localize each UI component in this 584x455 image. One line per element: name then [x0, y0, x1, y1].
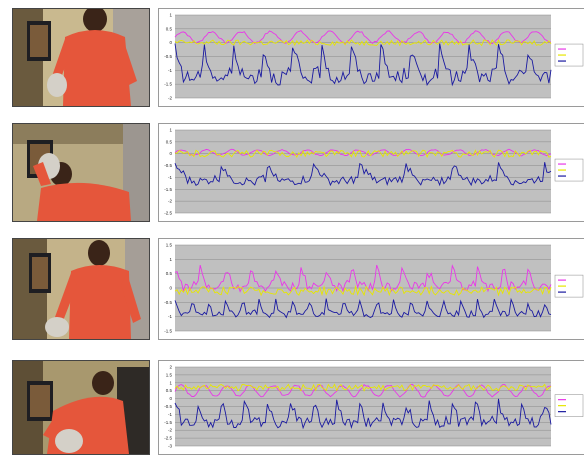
series-line: [174, 383, 552, 398]
series-line: [174, 297, 552, 319]
line-chart-2: 1 0.5 0 -0.5 -1 -1.5 -2 -2.5: [164, 128, 584, 216]
exercise-photo-3: [12, 238, 150, 340]
y-tick-label: -1.5: [164, 82, 172, 87]
y-tick-label: 0: [169, 40, 172, 45]
exercise-photo-1: [12, 8, 150, 107]
chart-panel-1: 1 0.5 0 -0.5 -1 -1.5 -2: [158, 8, 584, 107]
series-line: [174, 383, 552, 392]
y-tick-label: 1: [169, 257, 172, 262]
y-tick-label: 1: [169, 13, 172, 18]
line-chart-1: 1 0.5 0 -0.5 -1 -1.5 -2: [164, 13, 584, 101]
y-tick-label: -1: [168, 314, 172, 319]
y-tick-label: -0.5: [164, 300, 172, 305]
series-line: [174, 148, 552, 157]
line-chart-3: 1.5 1 0.5 0 -0.5 -1 -1.5: [164, 243, 584, 334]
y-tick-label: -0.5: [164, 54, 172, 59]
series-line: [174, 43, 552, 87]
y-tick-label: 1: [169, 128, 172, 133]
exercise-photo-4: [12, 360, 150, 455]
y-tick-label: -2: [168, 199, 172, 204]
y-tick-label: -0.5: [164, 404, 172, 409]
y-tick-label: -1.5: [164, 187, 172, 192]
chart-panel-2: 1 0.5 0 -0.5 -1 -1.5 -2 -2.5: [158, 123, 584, 222]
y-tick-label: -1: [168, 412, 172, 417]
y-tick-label: 0.5: [166, 139, 173, 144]
y-tick-label: 1.5: [166, 372, 173, 377]
series-line: [174, 162, 552, 187]
series-line: [174, 285, 552, 297]
series-line: [174, 149, 552, 159]
y-tick-label: -1.5: [164, 420, 172, 425]
y-tick-label: -2: [168, 428, 172, 433]
y-tick-label: 0.5: [166, 26, 173, 31]
y-tick-label: 1.5: [166, 243, 173, 248]
y-tick-label: -0.5: [164, 163, 172, 168]
chart-panel-3: 1.5 1 0.5 0 -0.5 -1 -1.5: [158, 238, 584, 340]
y-tick-label: -2.5: [164, 211, 172, 216]
exercise-photo-2: [12, 123, 150, 222]
y-tick-label: 0: [169, 286, 172, 291]
y-tick-label: 0.5: [166, 271, 173, 276]
y-tick-label: 2: [169, 365, 172, 370]
series-line: [174, 398, 552, 430]
y-tick-label: -2: [168, 96, 172, 101]
y-tick-label: -3: [168, 444, 172, 449]
series-line: [174, 264, 552, 293]
plot-area: [175, 130, 551, 213]
y-tick-label: -2.5: [164, 436, 172, 441]
series-line: [174, 30, 552, 45]
y-tick-label: 0: [169, 151, 172, 156]
y-tick-label: 0.5: [166, 388, 173, 393]
y-tick-label: -1.5: [164, 329, 172, 334]
line-chart-4: 2 1.5 1 0.5 0 -0.5 -1 -1.5 -2 -2.5 -3: [164, 365, 584, 449]
series-line: [174, 38, 552, 47]
y-tick-label: 0: [169, 396, 172, 401]
y-tick-label: 1: [169, 380, 172, 385]
y-tick-label: -1: [168, 68, 172, 73]
chart-panel-4: 2 1.5 1 0.5 0 -0.5 -1 -1.5 -2 -2.5 -3: [158, 360, 584, 455]
y-tick-label: -1: [168, 175, 172, 180]
